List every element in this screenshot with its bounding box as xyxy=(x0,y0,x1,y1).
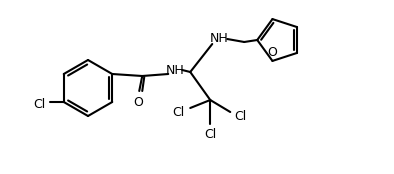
Text: Cl: Cl xyxy=(172,106,184,120)
Text: O: O xyxy=(133,97,143,109)
Text: NH: NH xyxy=(210,33,229,45)
Text: NH: NH xyxy=(166,64,185,77)
Text: Cl: Cl xyxy=(33,98,46,112)
Text: Cl: Cl xyxy=(204,128,216,140)
Text: Cl: Cl xyxy=(234,110,246,124)
Text: O: O xyxy=(268,46,277,60)
